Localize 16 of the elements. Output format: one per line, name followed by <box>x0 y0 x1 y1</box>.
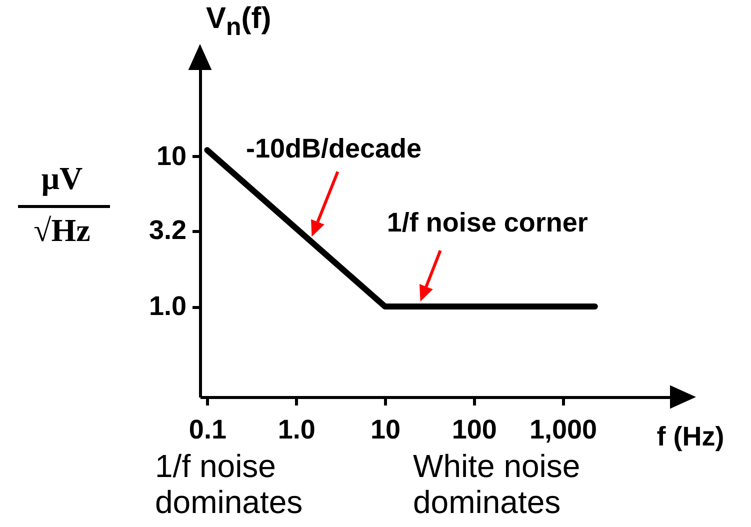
x-tick-label: 100 <box>452 414 497 444</box>
text: √Hz <box>32 212 92 249</box>
x-tick-label: 1,000 <box>529 414 598 444</box>
y-tick-label: 3.2 <box>148 215 186 246</box>
x-tick-label: 1.0 <box>278 414 316 444</box>
x-axis-title: f (Hz) <box>656 422 724 452</box>
text: White noise dominates <box>413 448 580 520</box>
annotation: -10dB/decade <box>246 134 422 164</box>
y-axis-title: V$_{n}$(f) <box>206 2 272 42</box>
x-tick-label: 0.1 <box>188 414 226 444</box>
y-tick-label: 1.0 <box>148 291 186 322</box>
x-tick-label: 10 <box>370 414 400 444</box>
annotation: 1/f noise corner <box>386 208 588 238</box>
text: μV <box>40 160 84 197</box>
text: 1/f noise dominates <box>155 448 304 520</box>
y-tick-label: 10 <box>156 140 186 171</box>
